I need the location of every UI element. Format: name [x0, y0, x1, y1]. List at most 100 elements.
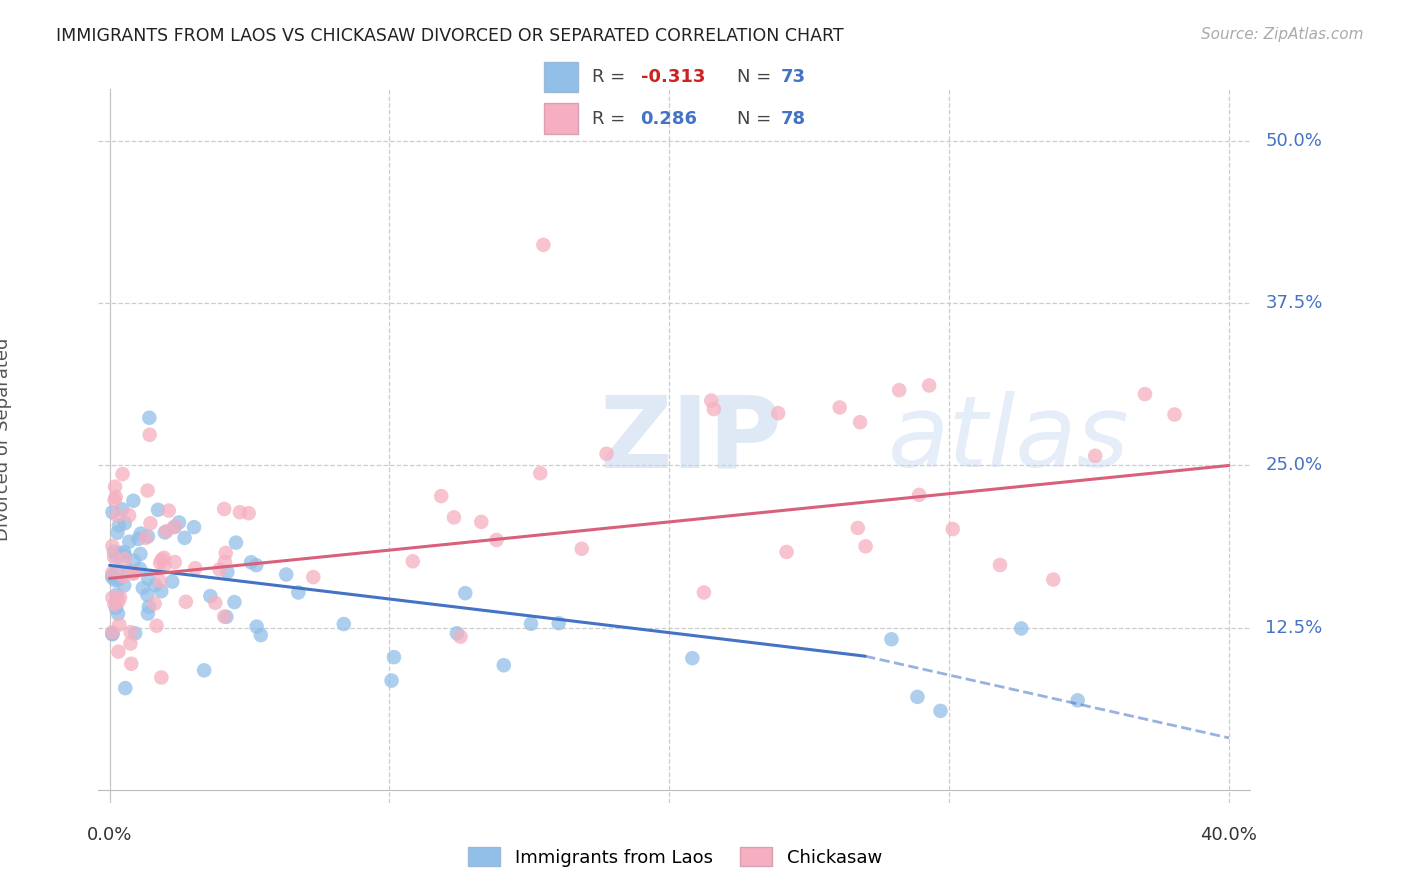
Text: atlas: atlas	[887, 391, 1129, 488]
Point	[703, 402, 725, 417]
Point	[766, 406, 789, 420]
Text: 50.0%: 50.0%	[1265, 132, 1322, 150]
Point	[153, 550, 176, 565]
Point	[108, 617, 131, 632]
Point	[143, 578, 166, 592]
Text: -0.313: -0.313	[641, 68, 704, 86]
Point	[1163, 408, 1185, 422]
Point	[138, 427, 160, 442]
Point	[108, 518, 131, 533]
Text: 25.0%: 25.0%	[1265, 457, 1323, 475]
Point	[107, 525, 129, 540]
Point	[129, 562, 152, 576]
Point	[193, 664, 215, 678]
Text: 40.0%: 40.0%	[1201, 826, 1257, 844]
Point	[121, 566, 143, 581]
Point	[122, 493, 145, 508]
Point	[136, 483, 159, 498]
Legend: Immigrants from Laos, Chickasaw: Immigrants from Laos, Chickasaw	[461, 840, 889, 874]
Point	[111, 502, 134, 516]
Point	[889, 383, 911, 397]
Point	[129, 526, 152, 541]
Point	[103, 544, 125, 558]
Point	[108, 546, 131, 560]
Point	[828, 401, 851, 415]
Point	[150, 584, 173, 599]
FancyBboxPatch shape	[544, 103, 578, 134]
Point	[105, 508, 128, 523]
Point	[380, 673, 402, 688]
Point	[162, 574, 184, 589]
Point	[167, 516, 190, 530]
Point	[104, 480, 127, 494]
Point	[129, 547, 152, 561]
Point	[101, 591, 124, 605]
Point	[101, 566, 124, 580]
Point	[105, 588, 128, 602]
Text: R =: R =	[592, 68, 631, 86]
Point	[101, 505, 124, 519]
Point	[238, 506, 260, 520]
Point	[454, 586, 477, 600]
Point	[204, 596, 226, 610]
Point	[101, 539, 124, 553]
Point	[101, 625, 124, 640]
Point	[107, 645, 129, 659]
Point	[333, 617, 356, 632]
Text: 73: 73	[780, 68, 806, 86]
Text: 12.5%: 12.5%	[1265, 619, 1323, 637]
Point	[880, 632, 903, 647]
Point	[103, 493, 125, 508]
Point	[101, 627, 124, 641]
Point	[1042, 573, 1064, 587]
Point	[138, 599, 160, 614]
Point	[693, 585, 716, 599]
Point	[114, 681, 136, 695]
Text: 0.286: 0.286	[641, 110, 697, 128]
Point	[150, 552, 173, 566]
Point	[112, 578, 135, 592]
Text: R =: R =	[592, 110, 631, 128]
Point	[918, 378, 941, 392]
Text: N =: N =	[737, 68, 776, 86]
Point	[120, 636, 142, 650]
Text: 78: 78	[780, 110, 806, 128]
Point	[942, 522, 965, 536]
Point	[136, 572, 159, 586]
Point	[104, 573, 127, 587]
Point	[163, 520, 186, 534]
Point	[114, 516, 136, 531]
Point	[184, 561, 207, 575]
Text: 37.5%: 37.5%	[1265, 294, 1323, 312]
Point	[112, 569, 135, 583]
Point	[163, 555, 186, 569]
Point	[118, 534, 141, 549]
Point	[988, 558, 1011, 572]
Point	[104, 601, 127, 615]
Text: 0.0%: 0.0%	[87, 826, 132, 844]
Text: N =: N =	[737, 110, 776, 128]
Point	[246, 619, 269, 633]
Point	[249, 628, 271, 642]
Point	[174, 595, 197, 609]
Point	[136, 607, 159, 621]
Point	[136, 529, 159, 543]
Text: ZIP: ZIP	[599, 391, 782, 488]
Point	[224, 595, 246, 609]
Point	[101, 626, 124, 640]
Point	[150, 671, 173, 685]
Point	[146, 503, 169, 517]
Point	[302, 570, 325, 584]
Point	[138, 410, 160, 425]
Point	[446, 626, 468, 640]
Point	[118, 564, 141, 578]
Point	[107, 594, 129, 608]
Point	[547, 616, 569, 631]
Point	[173, 531, 195, 545]
Point	[681, 651, 703, 665]
Point	[520, 616, 543, 631]
Point	[217, 565, 239, 579]
Point	[143, 597, 166, 611]
Point	[443, 510, 465, 524]
Point	[215, 546, 238, 560]
